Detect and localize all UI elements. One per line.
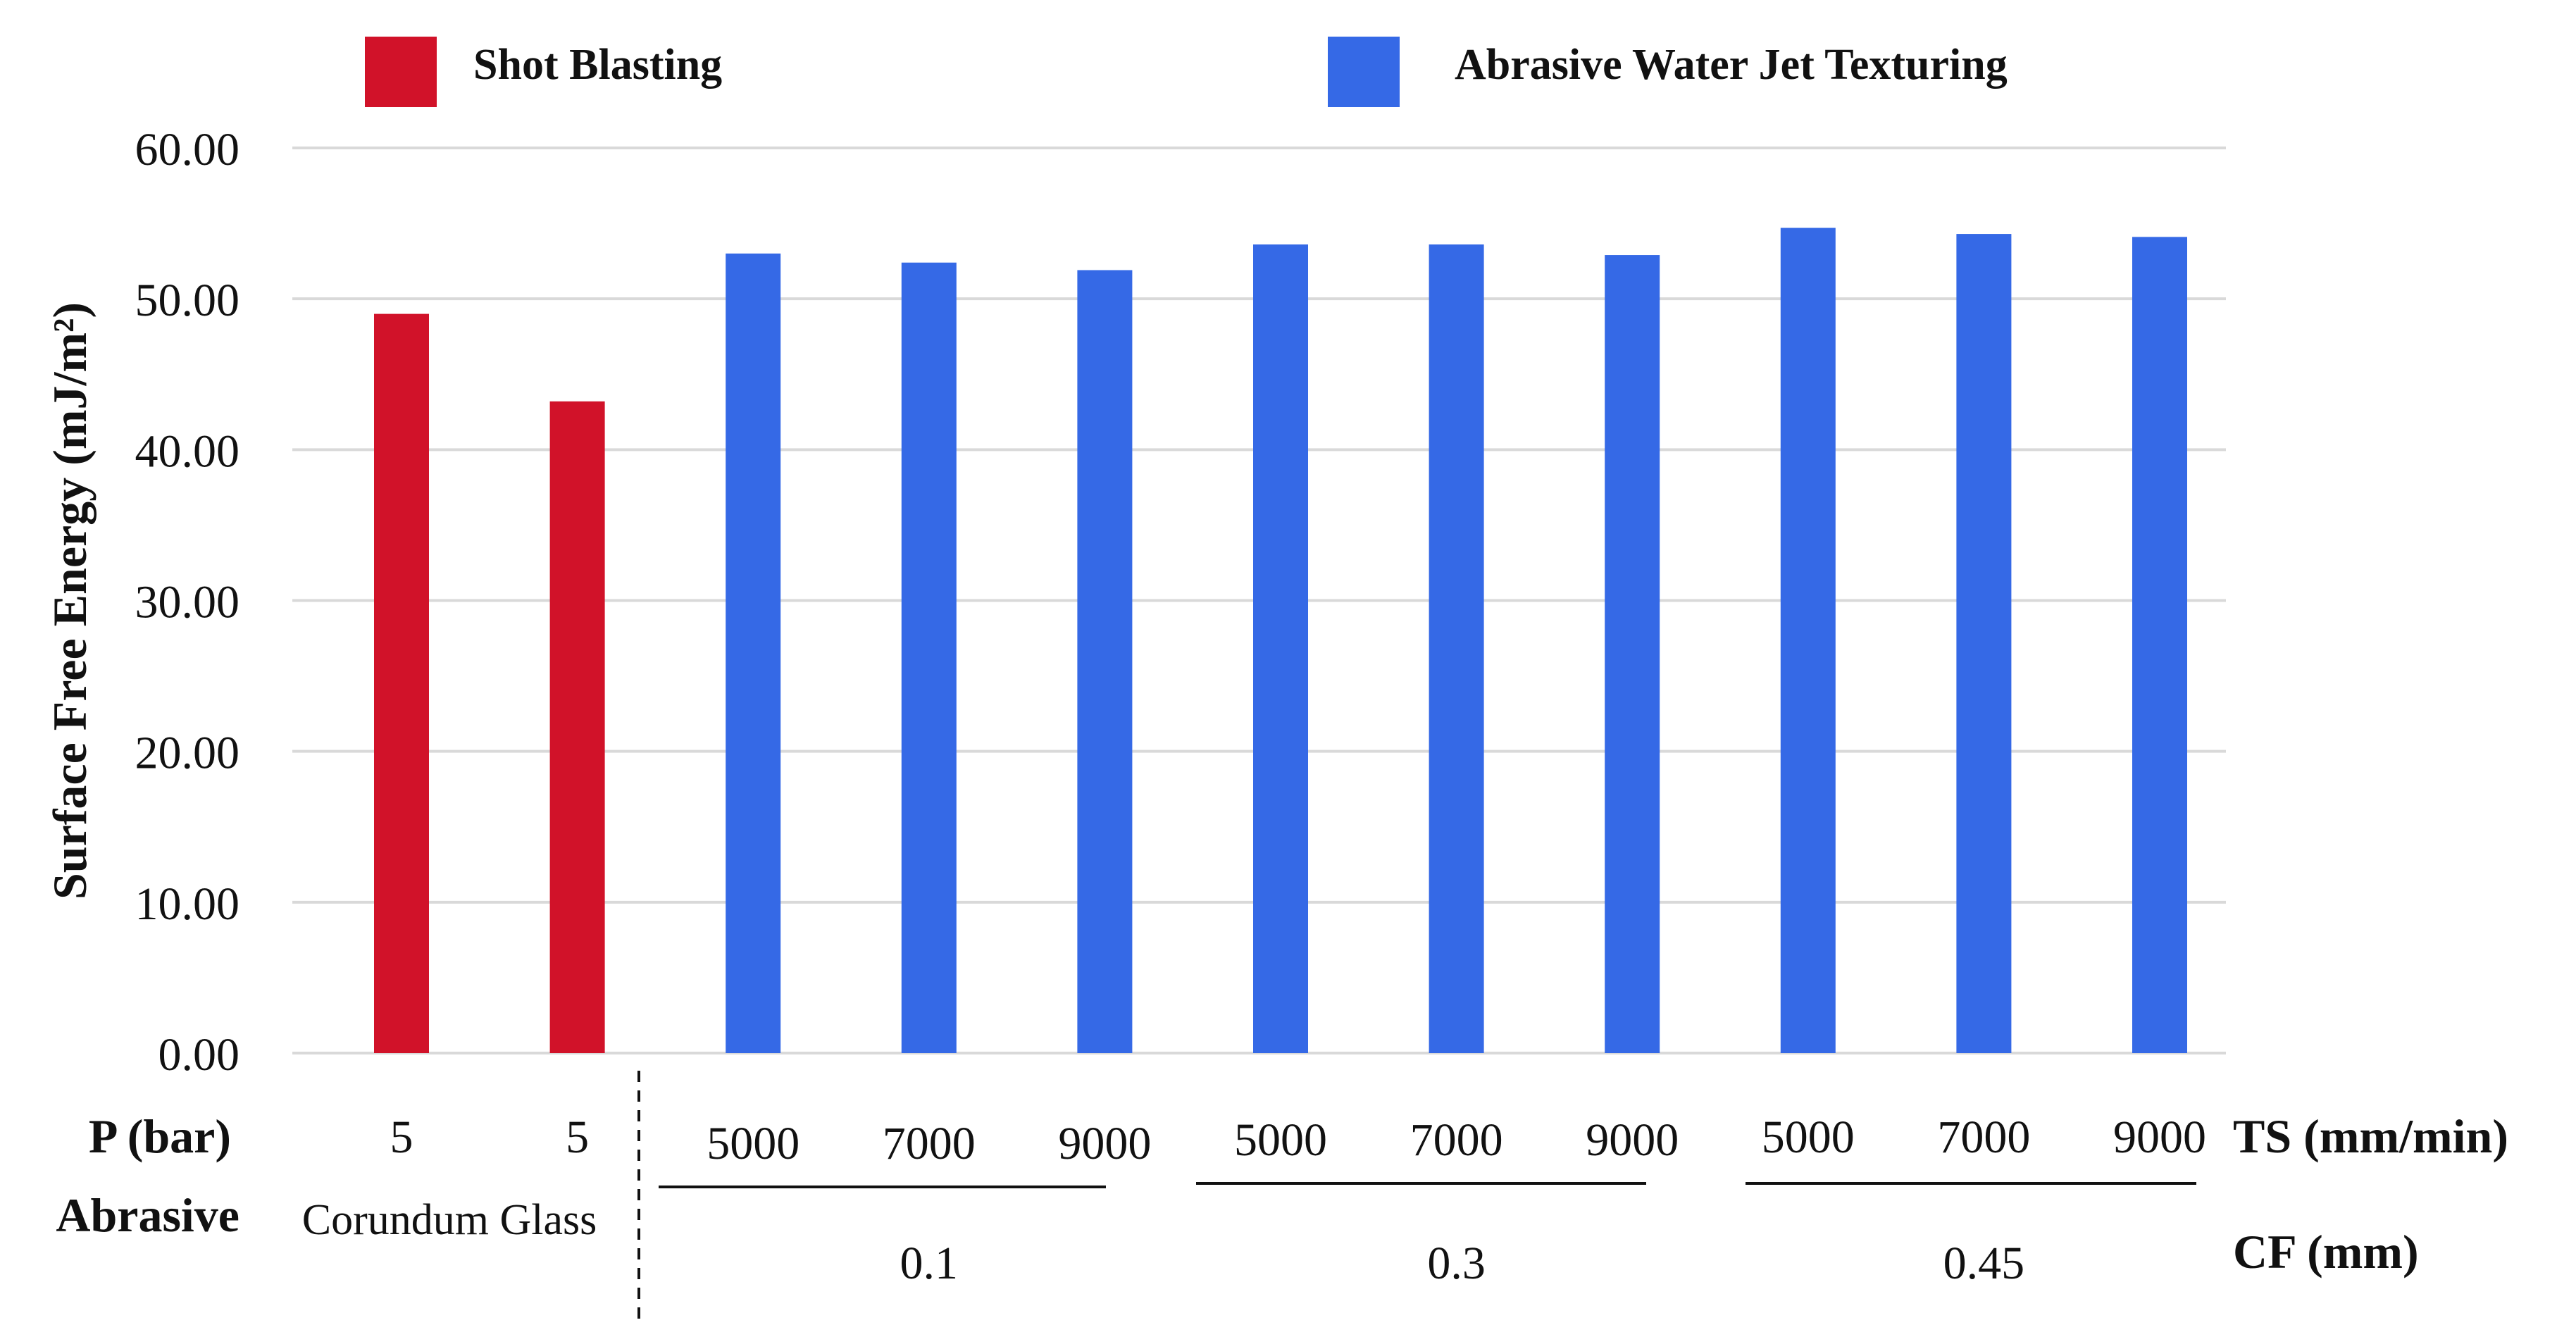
- legend-swatch-abrasive-water-jet: [1328, 37, 1400, 107]
- ts-unit-label: TS (mm/min): [2233, 1109, 2508, 1163]
- legend-label-shot-blasting: Shot Blasting: [473, 41, 722, 89]
- bar-shot-blasting: [549, 401, 605, 1053]
- bar-shot-blasting: [374, 313, 429, 1053]
- legend-swatch-shot-blasting: [365, 37, 437, 107]
- ts-value: 7000: [1937, 1112, 2030, 1163]
- bar-abrasive-water-jet: [2132, 237, 2187, 1053]
- ts-value: 7000: [883, 1118, 976, 1169]
- ts-value: 9000: [1058, 1118, 1151, 1169]
- y-tick-label: 50.00: [135, 275, 240, 326]
- bar-abrasive-water-jet: [1077, 270, 1133, 1054]
- pressure-value: 5: [390, 1112, 413, 1163]
- cf-unit-label: CF (mm): [2233, 1225, 2419, 1278]
- y-axis-label: Surface Free Energy (mJ/m²): [43, 302, 97, 900]
- row-label-pressure: P (bar): [89, 1109, 231, 1163]
- y-tick-label: 20.00: [135, 728, 240, 779]
- cf-value: 0.3: [1427, 1238, 1486, 1289]
- y-tick-label: 0.00: [158, 1029, 240, 1081]
- ts-value: 7000: [1410, 1114, 1503, 1166]
- bar-abrasive-water-jet: [1780, 228, 1836, 1054]
- legend: Shot Blasting Abrasive Water Jet Texturin…: [365, 37, 2008, 107]
- row-label-abrasive: Abrasive: [56, 1188, 239, 1242]
- abrasive-label: Corundum Glass: [302, 1196, 597, 1244]
- bar-abrasive-water-jet: [1605, 255, 1660, 1053]
- ts-value: 9000: [1586, 1114, 1679, 1166]
- bar-abrasive-water-jet: [726, 253, 781, 1054]
- y-tick-label: 30.00: [135, 577, 240, 628]
- bar-abrasive-water-jet: [1956, 234, 2012, 1054]
- pressure-value: 5: [566, 1112, 589, 1163]
- y-tick-label: 60.00: [135, 124, 240, 175]
- cf-value: 0.45: [1943, 1238, 2025, 1289]
- ts-value: 5000: [1234, 1114, 1327, 1166]
- ts-value: 5000: [1762, 1112, 1855, 1163]
- ts-value: 9000: [2113, 1112, 2206, 1163]
- category-labels: P (bar) Abrasive 5 5 Corundum Glass 5000 7000 9…: [56, 1071, 2508, 1321]
- axes: 0.00 10.00 20.00 30.00 40.00 50.00 60.00 Surfac…: [43, 124, 239, 1081]
- y-tick-label: 40.00: [135, 425, 240, 477]
- bar-abrasive-water-jet: [1429, 244, 1484, 1054]
- bar-abrasive-water-jet: [1253, 244, 1308, 1054]
- y-tick-label: 10.00: [135, 878, 240, 930]
- legend-label-abrasive-water-jet: Abrasive Water Jet Texturing: [1455, 41, 2008, 89]
- ts-value: 5000: [707, 1118, 799, 1169]
- cf-value: 0.1: [900, 1238, 959, 1289]
- bar-abrasive-water-jet: [901, 262, 957, 1054]
- bars: [374, 228, 2187, 1054]
